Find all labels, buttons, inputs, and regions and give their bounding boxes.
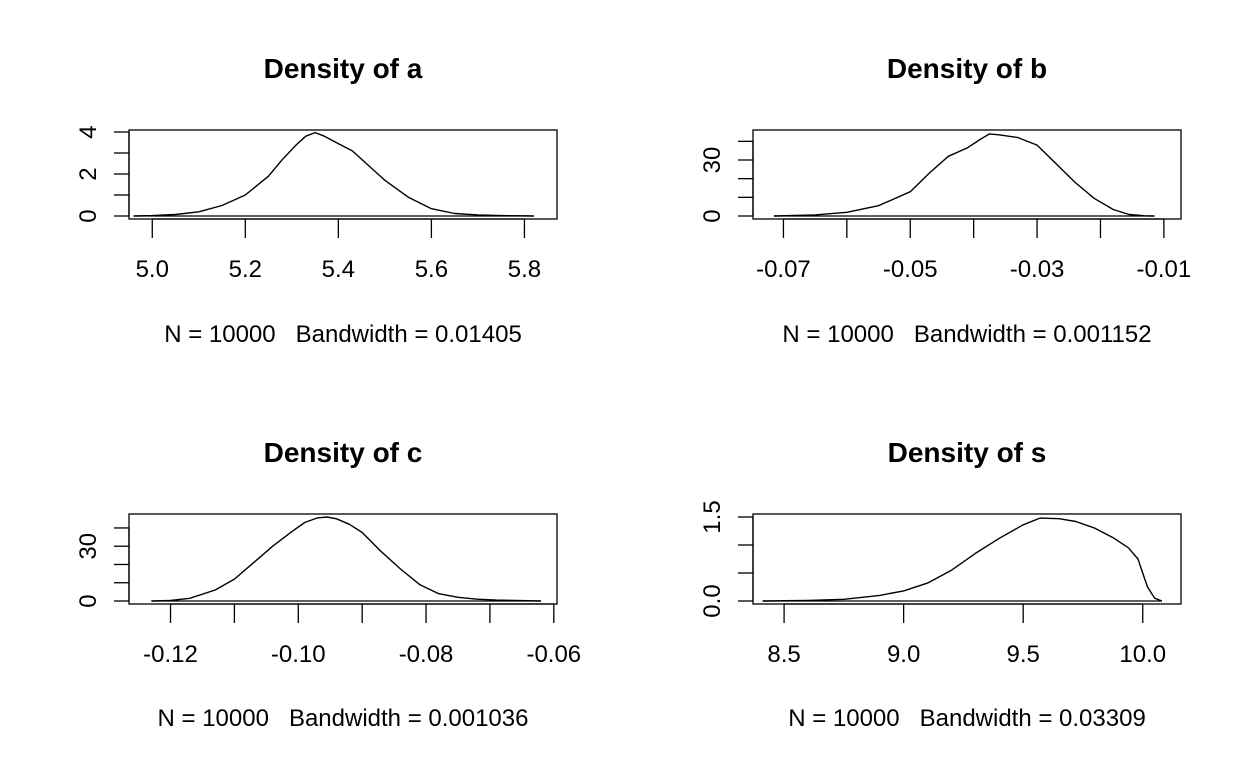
y-tick-label: 1.5 — [699, 500, 726, 533]
plot-frame — [128, 129, 558, 220]
density-panel-4: Density of s 8.5 9.0 9.5 10.0 0.0 1.5 N = 10000… — [699, 437, 1182, 732]
x-tick-label: 8.5 — [767, 641, 800, 668]
x-tick-label: 5.8 — [508, 256, 541, 283]
x-tick-label: 5.2 — [229, 256, 262, 283]
density-curve — [133, 131, 534, 217]
y-tick-label: 0 — [75, 594, 102, 607]
y-tick-label: 0 — [75, 209, 102, 222]
x-axis-label: N = 10000 Bandwidth = 0.001152 — [782, 321, 1151, 348]
y-tick-label: 30 — [699, 147, 726, 174]
y-tick-label: 0.0 — [699, 584, 726, 617]
x-tick-label: -0.01 — [1137, 256, 1192, 283]
x-tick-label: 10.0 — [1119, 641, 1166, 668]
density-curve — [773, 133, 1155, 217]
y-tick-label: 4 — [75, 125, 102, 138]
x-axis-label: N = 10000 Bandwidth = 0.03309 — [788, 705, 1146, 732]
x-tick-label: 9.0 — [887, 641, 920, 668]
x-tick-label: 5.6 — [415, 256, 448, 283]
y-tick-label: 0 — [699, 209, 726, 222]
density-panel-1: Density of a 5.0 5.2 5.4 5.6 5.8 0 2 4 N = 10000 … — [75, 53, 558, 348]
plot-frame — [752, 129, 1182, 220]
x-tick-label: 5.4 — [322, 256, 355, 283]
x-tick-label: -0.12 — [143, 641, 198, 668]
x-tick-label: -0.08 — [399, 641, 454, 668]
density-curve — [762, 517, 1163, 602]
x-tick-label: 9.5 — [1007, 641, 1040, 668]
y-tick-label: 30 — [75, 533, 102, 560]
x-tick-label: -0.07 — [756, 256, 811, 283]
density-panel-3: Density of c -0.12 -0.10 -0.08 -0.06 0 30 N = 1… — [75, 437, 581, 732]
x-tick-label: -0.03 — [1010, 256, 1065, 283]
x-tick-label: -0.05 — [883, 256, 938, 283]
panel-title: Density of b — [887, 53, 1047, 84]
panel-title: Density of c — [264, 437, 423, 468]
density-curve — [151, 516, 542, 602]
plot-frame — [128, 513, 558, 605]
x-axis-label: N = 10000 Bandwidth = 0.01405 — [164, 321, 522, 348]
x-tick-label: -0.10 — [271, 641, 326, 668]
y-tick-label: 2 — [75, 167, 102, 180]
density-panel-2: Density of b -0.07 -0.05 -0.03 -0.01 0 30 N = 1… — [699, 53, 1191, 348]
x-tick-label: -0.06 — [526, 641, 581, 668]
panel-title: Density of a — [264, 53, 423, 84]
x-tick-label: 5.0 — [136, 256, 169, 283]
x-axis-label: N = 10000 Bandwidth = 0.001036 — [158, 705, 529, 732]
panel-title: Density of s — [888, 437, 1047, 468]
